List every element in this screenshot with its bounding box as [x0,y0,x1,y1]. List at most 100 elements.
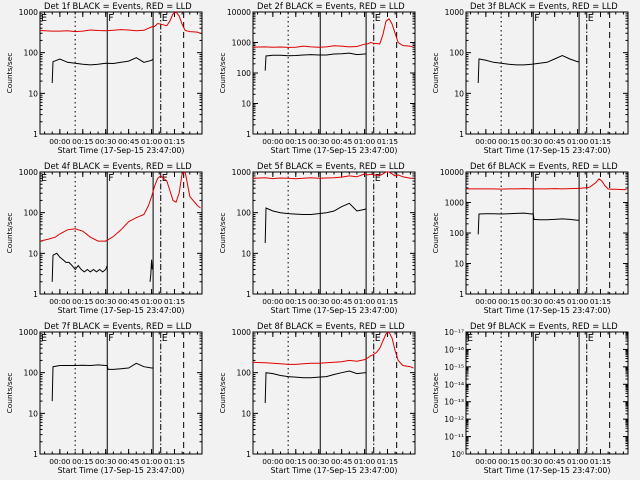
x-tick-label: 00:30 [521,297,543,306]
x-tick-label: 01:15 [590,297,612,306]
event-marker: F [534,173,539,184]
y-tick-label: 1000 [445,8,464,17]
y-tick-label: 10 [241,100,251,109]
y-tick-label: 1 [459,130,464,139]
y-tick-label: 10 [28,409,38,418]
x-tick-label: 01:15 [590,137,612,146]
x-tick-label: 01:00 [141,137,163,146]
events-series-line [264,370,367,404]
y-tick-label: 10⁻¹⁴ [444,380,464,389]
y-tick-label: 10⁰ [451,450,464,459]
y-tick-label: 10⁻¹⁵ [444,363,464,372]
x-tick-label: 01:00 [141,297,163,306]
y-axis-label: Counts/sec [431,213,440,254]
x-tick-label: 00:15 [72,297,94,306]
y-tick-label: 100 [24,49,39,58]
x-axis-label: Start Time (17-Sep-15 23:47:00) [484,306,611,315]
event-marker: E [375,173,381,184]
chart-title: Det 6f BLACK = Events, RED = LLD [470,161,618,171]
x-axis-label: Start Time (17-Sep-15 23:47:00) [58,306,185,315]
event-marker: E [162,173,168,184]
y-tick-label: 100 [24,209,39,218]
x-tick-label: 00:45 [331,137,353,146]
x-axis-label: Start Time (17-Sep-15 23:47:00) [271,306,398,315]
x-tick-label: 00:45 [544,457,566,466]
plot-frame [39,331,203,455]
lld-series-line [252,331,414,369]
event-marker: E [375,13,381,24]
chart-title: Det 3f BLACK = Events, RED = LLD [470,1,618,11]
x-tick-label: 00:00 [475,457,497,466]
plot-frame [465,11,629,135]
events-series-line [264,202,367,244]
lld-series-line [39,171,201,242]
x-tick-label: 00:15 [498,297,520,306]
x-tick-label: 00:45 [331,457,353,466]
y-tick-label: 100 [237,369,252,378]
x-tick-label: 00:30 [95,297,117,306]
plot-frame [252,11,416,135]
x-tick-label: 00:45 [118,137,140,146]
y-tick-label: 100 [24,369,39,378]
x-tick-label: 00:45 [331,297,353,306]
plot-frame [39,171,203,295]
y-tick-label: 1 [33,450,38,459]
chart-title: Det 1f BLACK = Events, RED = LLD [44,1,192,11]
x-tick-label: 01:00 [567,457,589,466]
events-series-line [477,212,580,235]
x-tick-label: 00:15 [498,457,520,466]
chart-panel-5: Det 5f BLACK = Events, RED = LLD 1 10 100 10… [218,161,416,315]
x-axis-label: Start Time (17-Sep-15 23:47:00) [271,466,398,475]
event-marker: F [108,13,113,24]
y-tick-label: 10 [241,249,251,258]
x-tick-label: 01:00 [354,137,376,146]
events-series-line [477,54,580,84]
y-tick-label: 1 [33,130,38,139]
x-tick-label: 00:30 [95,457,117,466]
y-tick-label: 1000 [232,168,251,177]
chart-panel-3: Det 3f BLACK = Events, RED = LLD 1 10 100 10… [431,1,629,155]
lld-series-line [466,178,627,191]
y-tick-label: 1000 [232,328,251,337]
lld-series-line [252,18,414,48]
x-tick-label: 00:00 [262,297,284,306]
x-tick-label: 00:15 [72,457,94,466]
y-tick-label: 1 [246,290,251,299]
event-marker: E [41,173,47,184]
x-tick-label: 01:00 [354,297,376,306]
x-tick-label: 00:45 [544,297,566,306]
x-tick-label: 01:15 [590,457,612,466]
y-tick-label: 10⁻¹⁶ [444,345,464,354]
x-tick-label: 00:30 [308,137,330,146]
chart-panel-2: Det 2f BLACK = Events, RED = LLD 1 10 100 10… [218,1,416,155]
y-tick-label: 10 [28,249,38,258]
x-tick-label: 00:30 [521,137,543,146]
lld-series-line [252,171,414,180]
events-series-line [264,52,367,71]
chart-panel-7: Det 7f BLACK = Events, RED = LLD 1 10 100 10… [5,321,203,475]
x-tick-label: 00:15 [285,457,307,466]
y-tick-label: 100 [450,229,465,238]
y-tick-label: 100 [450,49,465,58]
y-tick-label: 10⁻¹² [444,415,464,424]
x-tick-label: 00:45 [118,457,140,466]
y-axis-label: Counts/sec [5,53,14,94]
x-tick-label: 01:00 [354,457,376,466]
events-series-line [149,259,153,282]
chart-title: Det 8f BLACK = Events, RED = LLD [257,321,405,331]
events-series-line [51,57,154,84]
event-marker: E [375,333,381,344]
chart-panel-6: Det 6f BLACK = Events, RED = LLD 1 10 100 10… [431,161,629,315]
y-tick-label: 1 [246,450,251,459]
chart-panel-1: Det 1f BLACK = Events, RED = LLD 1 10 100 10… [5,1,203,155]
event-marker: E [41,13,47,24]
y-tick-label: 10000 [227,8,251,17]
chart-title: Det 9f BLACK = Events, RED = LLD [470,321,618,331]
x-tick-label: 01:00 [141,457,163,466]
y-axis-label: Counts/sec [431,53,440,94]
x-tick-label: 00:15 [498,137,520,146]
event-marker: F [108,173,113,184]
event-marker: E [162,333,168,344]
y-axis-label: Counts/sec [218,53,227,94]
